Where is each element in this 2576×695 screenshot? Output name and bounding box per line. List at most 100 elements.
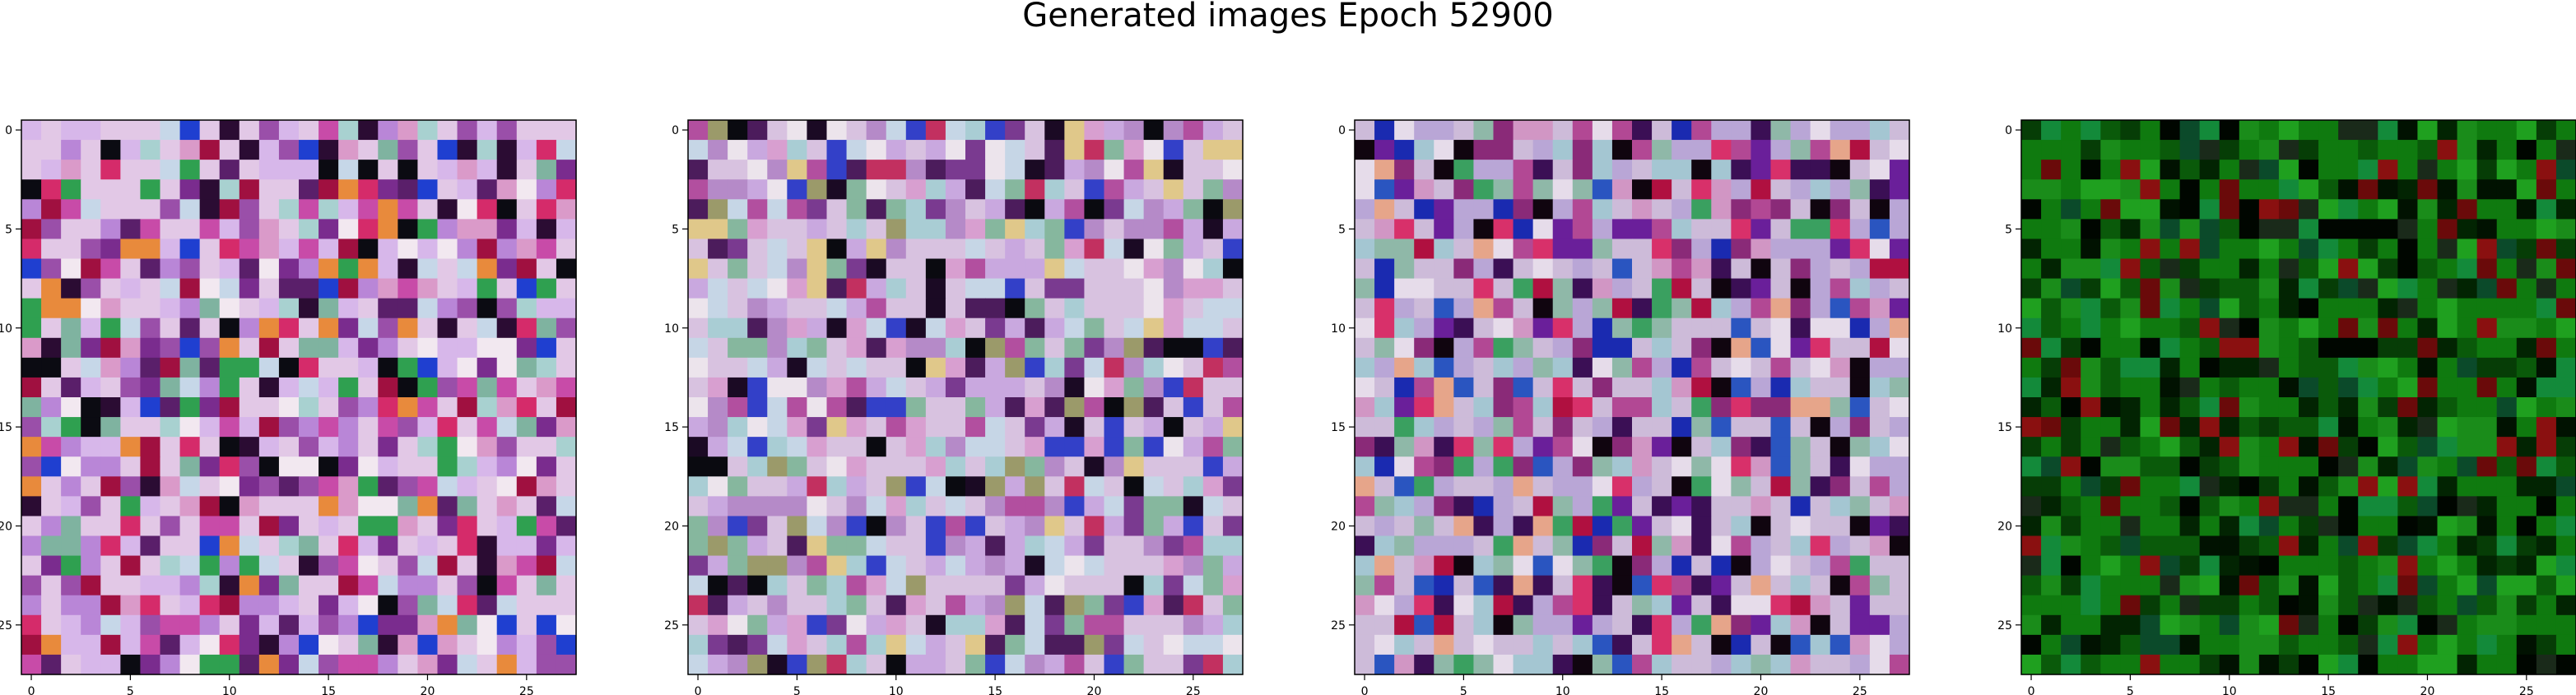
pixel-cell (398, 456, 419, 477)
pixel-cell (1453, 357, 1475, 378)
pixel-cell (1414, 140, 1434, 160)
pixel-cell (1104, 516, 1125, 537)
pixel-cell (945, 219, 966, 240)
pixel-cell (1830, 219, 1851, 240)
pixel-cell (1434, 496, 1454, 517)
pixel-cell (1592, 337, 1613, 359)
pixel-cell (2417, 357, 2439, 378)
pixel-cell (2258, 258, 2280, 280)
y-tick-label: 20 (0, 520, 12, 533)
pixel-cell (1025, 160, 1045, 180)
pixel-cell (1532, 575, 1554, 596)
pixel-cell (866, 258, 887, 280)
pixel-cell (1751, 654, 1772, 675)
pixel-cell (1532, 456, 1554, 477)
pixel-cell (1005, 377, 1025, 398)
pixel-cell (160, 140, 181, 160)
pixel-cell (1532, 654, 1554, 675)
pixel-cell (1143, 654, 1165, 675)
pixel-cell (2536, 654, 2557, 675)
pixel-cell (1830, 575, 1851, 596)
pixel-cell (516, 160, 537, 180)
pixel-cell (2258, 278, 2280, 299)
pixel-cell (2555, 199, 2576, 220)
pixel-cell (1513, 437, 1534, 457)
pixel-cell (100, 120, 121, 141)
pixel-cell (398, 377, 419, 398)
pixel-cell (688, 160, 709, 180)
pixel-cell (1084, 160, 1105, 180)
pixel-cell (358, 199, 379, 220)
pixel-cell (846, 476, 867, 497)
pixel-cell (2179, 377, 2201, 398)
pixel-cell (1044, 496, 1065, 517)
pixel-cell (767, 179, 788, 200)
pixel-cell (2358, 298, 2378, 319)
pixel-cell (1751, 337, 1772, 359)
pixel-cell (728, 317, 748, 339)
pixel-cell (2437, 258, 2458, 280)
pixel-cell (787, 575, 808, 596)
pixel-cell (985, 357, 1006, 378)
pixel-cell (688, 120, 709, 141)
pixel-cell (496, 278, 518, 299)
pixel-cell (2021, 555, 2042, 577)
pixel-cell (925, 179, 946, 200)
pixel-cell (21, 298, 42, 319)
pixel-cell (1222, 160, 1244, 180)
pixel-cell (2219, 377, 2240, 398)
pixel-cell (2140, 160, 2161, 180)
pixel-cell (1572, 120, 1593, 141)
pixel-cell (688, 377, 709, 398)
pixel-cell (319, 219, 339, 240)
pixel-cell (457, 516, 478, 537)
pixel-cell (1434, 179, 1454, 200)
pixel-cell (925, 456, 946, 477)
pixel-cell (2397, 614, 2419, 636)
pixel-cell (1889, 140, 1910, 160)
pixel-cell (1691, 496, 1712, 517)
pixel-cell (2299, 634, 2319, 656)
pixel-cell (2555, 357, 2576, 378)
pixel-cell (1770, 317, 1792, 339)
x-tick-label: 20 (1087, 685, 1102, 695)
pixel-cell (2061, 140, 2081, 160)
pixel-cell (2120, 239, 2141, 260)
pixel-cell (2100, 337, 2121, 359)
pixel-cell (1473, 357, 1495, 378)
pixel-cell (1143, 258, 1165, 280)
pixel-cell (457, 634, 478, 656)
pixel-cell (1005, 120, 1025, 141)
pixel-cell (2437, 417, 2458, 438)
pixel-cell (378, 317, 398, 339)
pixel-cell (338, 456, 359, 477)
pixel-cell (1731, 575, 1752, 596)
pixel-cell (2219, 140, 2240, 160)
pixel-cell (2160, 199, 2181, 220)
pixel-cell (100, 417, 121, 438)
pixel-cell (2338, 437, 2359, 457)
pixel-cell (2100, 437, 2121, 457)
pixel-cell (2100, 239, 2121, 260)
pixel-cell (2239, 357, 2260, 378)
pixel-cell (556, 456, 577, 477)
pixel-cell (2199, 417, 2220, 438)
pixel-cell (1493, 179, 1514, 200)
pixel-cell (41, 140, 62, 160)
pixel-cell (2555, 140, 2576, 160)
pixel-cell (1572, 575, 1593, 596)
pixel-cell (2258, 377, 2280, 398)
pixel-cell (1374, 258, 1395, 280)
pixel-cell (536, 555, 557, 577)
pixel-cell (2199, 614, 2220, 636)
pixel-cell (965, 120, 986, 141)
pixel-cell (1394, 614, 1415, 636)
pixel-cell (417, 476, 439, 497)
pixel-cell (1123, 437, 1145, 457)
pixel-cell (2358, 417, 2378, 438)
pixel-cell (239, 258, 260, 280)
pixel-cell (2516, 516, 2537, 537)
pixel-cell (1183, 595, 1204, 616)
pixel-cell (1123, 417, 1145, 438)
pixel-cell (1572, 614, 1593, 636)
